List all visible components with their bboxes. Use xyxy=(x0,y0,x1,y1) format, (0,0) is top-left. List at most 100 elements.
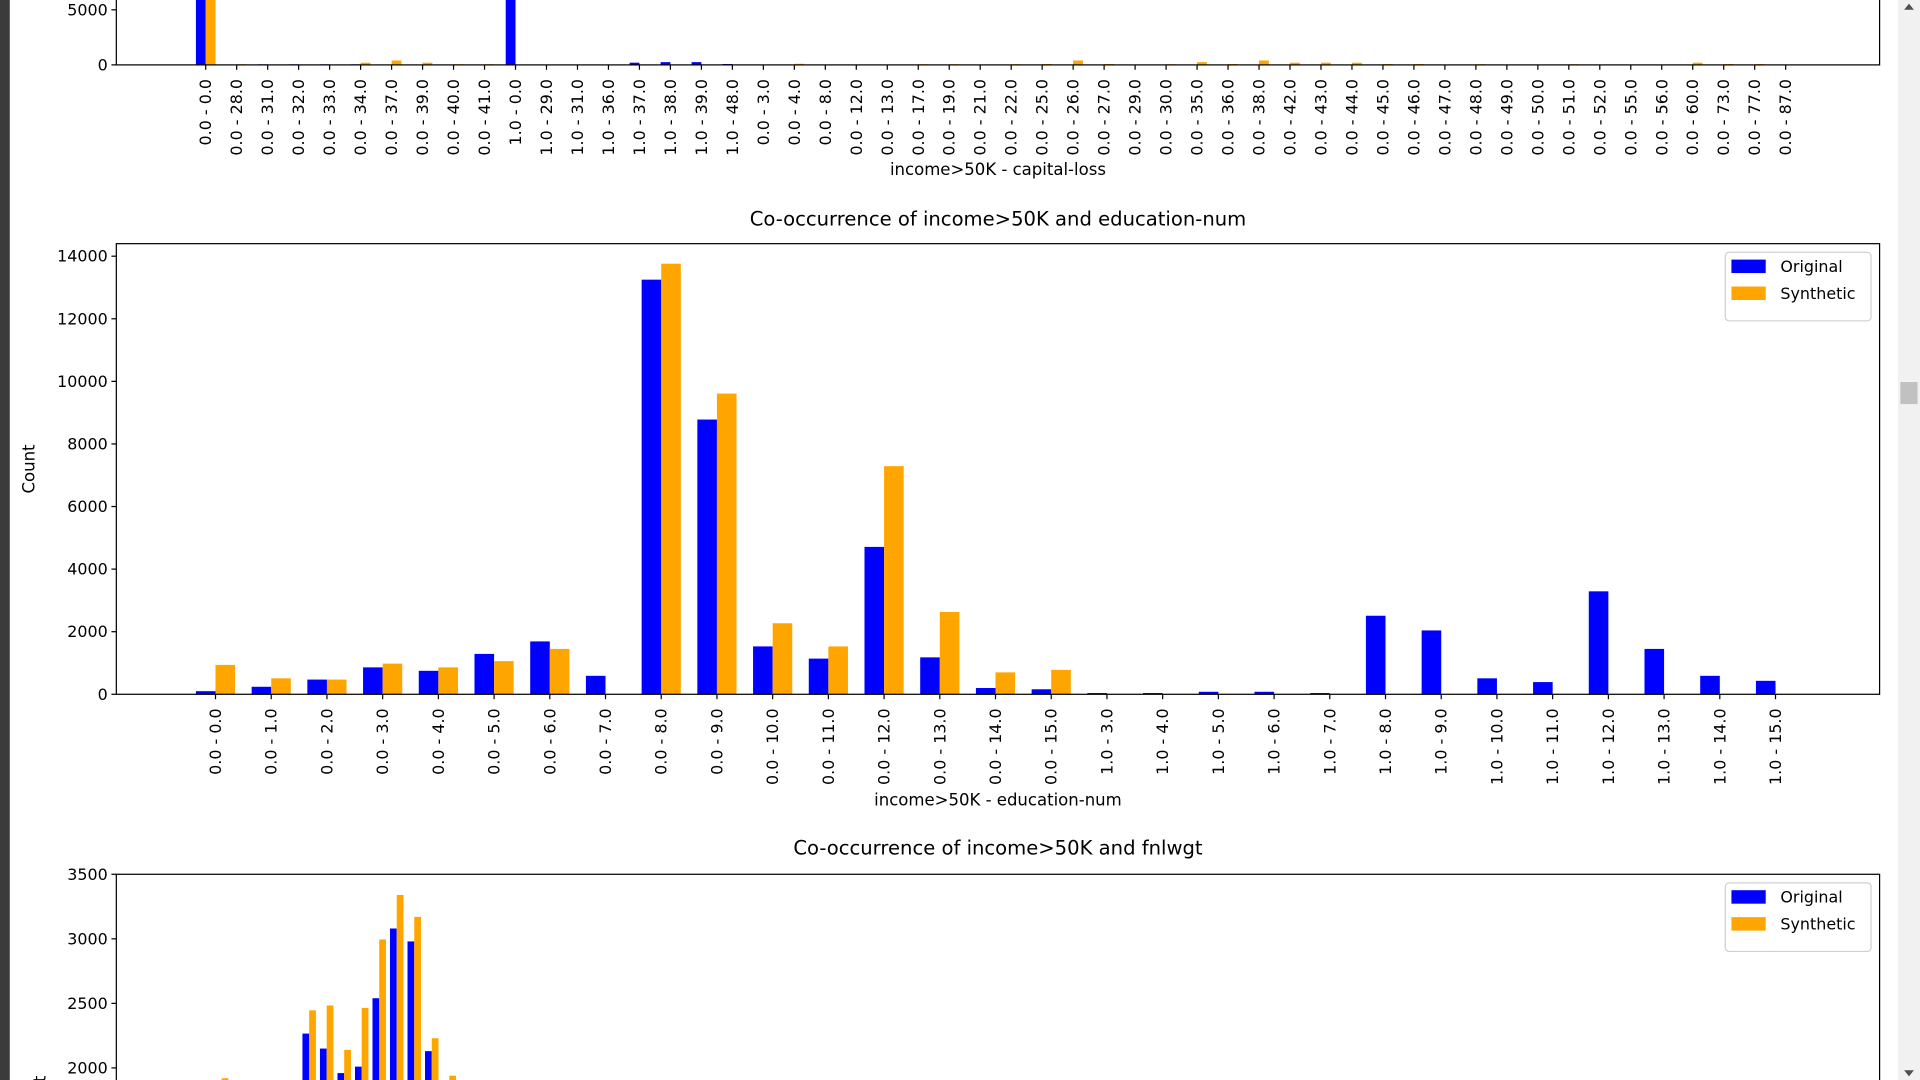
scrollbar[interactable] xyxy=(1897,0,1920,1080)
x-tick-label: 0.0 - 12.0 xyxy=(847,79,866,156)
x-tick-label: 0.0 - 22.0 xyxy=(1002,79,1021,156)
x-axis-label: income>50K - capital-loss xyxy=(890,160,1106,179)
bar xyxy=(418,670,439,695)
x-tick-label: 0.0 - 48.0 xyxy=(1466,79,1485,156)
bar xyxy=(354,1066,362,1080)
bar xyxy=(221,1078,229,1080)
x-tick-label: 1.0 - 29.0 xyxy=(537,79,556,156)
bar xyxy=(407,941,415,1080)
x-tick-label: 0.0 - 3.0 xyxy=(373,708,392,774)
x-tick-label: 1.0 - 3.0 xyxy=(1097,708,1116,774)
x-tick-label: 1.0 - 48.0 xyxy=(723,79,742,156)
bar xyxy=(326,679,347,695)
x-tick-label: 0.0 - 29.0 xyxy=(1126,79,1145,156)
bar xyxy=(884,466,904,695)
bar xyxy=(975,688,996,695)
y-tick-label: 3500 xyxy=(67,865,107,884)
bar xyxy=(326,1005,334,1080)
legend-swatch xyxy=(1731,917,1766,931)
x-tick-label: 1.0 - 10.0 xyxy=(1487,708,1506,785)
legend-swatch xyxy=(1731,259,1766,274)
x-tick-label: 0.0 - 8.0 xyxy=(652,708,671,774)
x-tick-label: 0.0 - 46.0 xyxy=(1404,79,1423,156)
x-tick-label: 0.0 - 60.0 xyxy=(1683,79,1702,156)
bar xyxy=(1365,615,1386,695)
x-tick-label: 0.0 - 77.0 xyxy=(1745,79,1764,156)
y-tick-label: 0 xyxy=(98,55,108,74)
x-tick-label: 1.0 - 7.0 xyxy=(1320,708,1339,774)
scroll-down[interactable] xyxy=(1904,1070,1914,1077)
chart: Co-occurrence of income>50K and fnlwgt Co… xyxy=(30,837,1881,1080)
x-tick-label: 0.0 - 42.0 xyxy=(1281,79,1300,156)
x-tick-label: 0.0 - 43.0 xyxy=(1311,79,1330,156)
x-tick-label: 0.0 - 26.0 xyxy=(1064,79,1083,156)
bar xyxy=(1533,682,1553,695)
plot-frame xyxy=(115,873,1881,1080)
legend-label: Synthetic xyxy=(1780,284,1855,303)
x-tick-label: 1.0 - 31.0 xyxy=(568,79,587,156)
bar xyxy=(396,894,404,1080)
x-tick-label: 0.0 - 41.0 xyxy=(475,79,494,156)
x-tick-label: 0.0 - 52.0 xyxy=(1590,79,1609,156)
scroll-up[interactable] xyxy=(1904,3,1914,10)
bar xyxy=(920,657,940,695)
x-tick-label: 1.0 - 8.0 xyxy=(1376,708,1395,774)
x-tick-label: 0.0 - 50.0 xyxy=(1528,79,1547,156)
x-tick-label: 0.0 - 35.0 xyxy=(1188,79,1207,156)
bar xyxy=(382,663,403,695)
bar xyxy=(1588,591,1609,695)
y-tick-label: 2000 xyxy=(67,1058,107,1077)
x-tick-label: 0.0 - 7.0 xyxy=(596,708,615,774)
scroll-thumb[interactable] xyxy=(1900,382,1918,405)
chart: Co-occurrence of income>50K and educatio… xyxy=(19,207,1881,810)
bar xyxy=(390,928,397,1080)
y-tick-label: 14000 xyxy=(57,247,108,266)
x-tick-label: 0.0 - 0.0 xyxy=(206,708,225,774)
y-tick-label: 6000 xyxy=(67,497,107,516)
x-tick-label: 1.0 - 14.0 xyxy=(1710,708,1729,785)
x-tick-label: 0.0 - 12.0 xyxy=(875,708,894,785)
y-tick-label: 0 xyxy=(98,685,108,704)
bar xyxy=(309,1010,316,1080)
bar xyxy=(1073,60,1083,65)
bar xyxy=(864,546,885,695)
bar xyxy=(753,646,773,695)
bar xyxy=(1087,693,1107,695)
chart: income>50K - capital-loss 0 5000 0.0 - 0.0 0… xyxy=(67,0,1881,179)
bar xyxy=(414,916,421,1080)
bar xyxy=(431,1038,439,1080)
bar xyxy=(1320,62,1331,65)
x-tick-label: 0.0 - 40.0 xyxy=(444,79,463,156)
bar xyxy=(1477,678,1497,695)
legend-swatch xyxy=(1731,890,1766,904)
bar xyxy=(271,678,291,695)
y-tick-label: 5000 xyxy=(67,0,107,19)
x-tick-label: 0.0 - 36.0 xyxy=(1219,79,1238,156)
bar xyxy=(772,623,793,695)
x-tick-label: 1.0 - 15.0 xyxy=(1766,708,1785,785)
bar xyxy=(1692,62,1703,65)
bar xyxy=(1421,630,1442,695)
x-tick-label: 0.0 - 39.0 xyxy=(413,79,432,156)
bar xyxy=(474,653,495,695)
y-tick-label: 2000 xyxy=(67,622,107,641)
bar xyxy=(422,62,433,65)
bar xyxy=(1254,691,1275,695)
y-axis-label: Count xyxy=(30,1075,49,1080)
x-tick-label: 0.0 - 11.0 xyxy=(819,708,838,785)
y-axis-label: Count xyxy=(19,444,38,494)
x-tick-label: 0.0 - 45.0 xyxy=(1373,79,1392,156)
x-tick-label: 0.0 - 32.0 xyxy=(289,79,308,156)
bar xyxy=(585,675,606,695)
bar xyxy=(716,393,737,695)
plot-frame xyxy=(115,243,1881,695)
bar xyxy=(629,62,640,65)
x-tick-label: 0.0 - 5.0 xyxy=(485,708,504,774)
x-tick-label: 0.0 - 17.0 xyxy=(909,79,928,156)
bar xyxy=(1051,669,1071,695)
x-tick-label: 1.0 - 13.0 xyxy=(1655,708,1674,785)
x-tick-label: 0.0 - 13.0 xyxy=(878,79,897,156)
bar xyxy=(641,279,662,695)
bar xyxy=(372,998,380,1080)
